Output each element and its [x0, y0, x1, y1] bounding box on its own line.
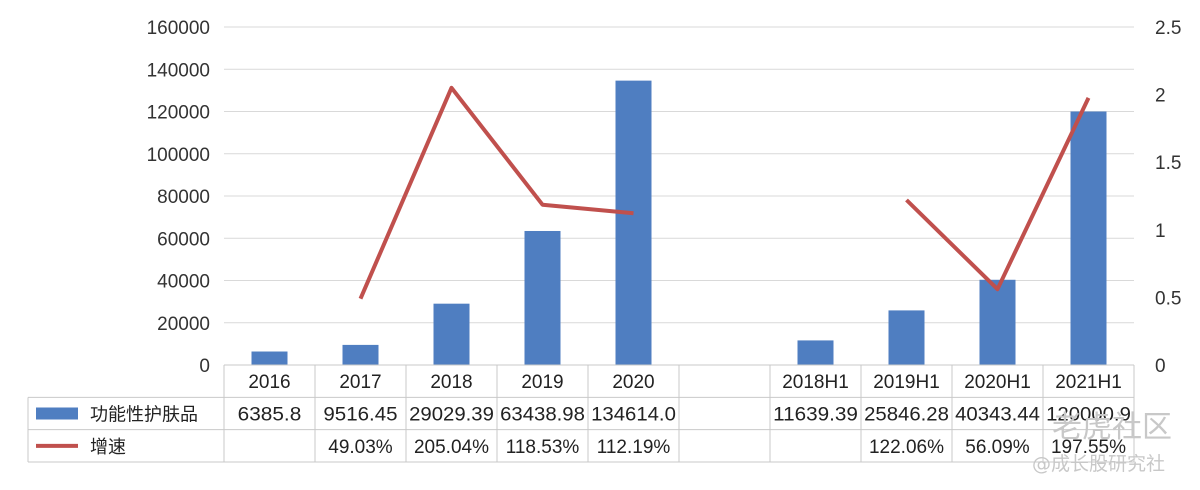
bar-value-label: 63438.98	[500, 405, 585, 426]
gridlines	[224, 26, 1134, 366]
growth-value-label: 112.19%	[597, 437, 671, 458]
y-right-tick-label: 0	[1155, 356, 1166, 377]
bar-value-label: 9516.45	[323, 405, 397, 426]
y-left-tick-label: 100000	[147, 145, 210, 166]
category-label: 2020	[612, 372, 654, 393]
growth-value-label: 205.04%	[414, 437, 489, 458]
y-right-tick-label: 1.5	[1155, 153, 1181, 174]
bar-2016	[251, 351, 288, 365]
category-label: 2018	[430, 372, 472, 393]
growth-value-label: 197.55%	[1051, 437, 1126, 458]
y-axis-right: 0 0.5 1 1.5 2 2.5	[1155, 18, 1181, 377]
category-label: 2019H1	[873, 372, 940, 393]
category-label: 2017	[339, 372, 381, 393]
y-left-tick-label: 140000	[147, 60, 210, 81]
bar-value-label: 6385.8	[238, 405, 302, 426]
y-right-tick-label: 1	[1155, 221, 1166, 242]
growth-value-label: 56.09%	[965, 437, 1030, 458]
y-left-tick-label: 160000	[147, 18, 210, 39]
growth-value-label: 118.53%	[506, 437, 580, 458]
y-right-tick-label: 0.5	[1155, 288, 1181, 309]
bar-value-label: 25846.28	[864, 405, 949, 426]
bar-2018	[433, 303, 470, 365]
category-label: 2018H1	[782, 372, 849, 393]
category-label: 2020H1	[964, 372, 1031, 393]
growth-line-segment	[905, 97, 1091, 292]
bar-value-label: 120000.9	[1046, 405, 1131, 426]
y-left-tick-label: 0	[199, 356, 210, 377]
growth-value-label: 49.03%	[328, 437, 393, 458]
category-label: 2019	[521, 372, 563, 393]
bar-2020	[615, 80, 652, 365]
legend-swatch-bar	[36, 407, 78, 420]
bar-value-label: 40343.44	[955, 405, 1040, 426]
bar-2018H1	[797, 340, 834, 365]
y-left-tick-label: 20000	[157, 314, 210, 335]
y-left-tick-label: 120000	[147, 103, 210, 124]
y-left-tick-label: 60000	[157, 229, 210, 250]
watermark-text: 老虎社区	[1052, 410, 1172, 445]
bar-2019	[524, 230, 561, 365]
data-table: 2016 2017 2018 2019 2020 2018H1 2019H1 2020H1 20…	[27, 364, 1135, 463]
growth-value-label: 122.06%	[869, 437, 944, 458]
growth-line-segment	[358, 85, 634, 300]
y-right-tick-label: 2.5	[1155, 18, 1181, 39]
bar-value-label: 134614.0	[591, 405, 676, 426]
watermark-subtext: @成长股研究社	[1032, 453, 1165, 475]
category-label: 2021H1	[1055, 372, 1122, 393]
bars	[251, 80, 1107, 365]
watermark: 老虎社区 @成长股研究社	[1032, 410, 1172, 475]
bar-value-label: 11639.39	[773, 405, 858, 426]
legend-label: 功能性护肤品	[90, 405, 198, 426]
y-axis-left: 0 20000 40000 60000 80000 100000 120000 140000 1…	[147, 18, 210, 377]
bar-2017	[342, 344, 379, 365]
category-label: 2016	[248, 372, 290, 393]
bar-2020H1	[979, 279, 1016, 365]
legend-label: 增速	[90, 437, 126, 458]
y-left-tick-label: 80000	[157, 187, 210, 208]
growth-line	[358, 85, 1091, 300]
y-right-tick-label: 2	[1155, 86, 1166, 107]
y-left-tick-label: 40000	[157, 272, 210, 293]
bar-2021H1	[1070, 111, 1107, 365]
bar-value-label: 29029.39	[409, 405, 494, 426]
bar-2019H1	[888, 310, 925, 365]
